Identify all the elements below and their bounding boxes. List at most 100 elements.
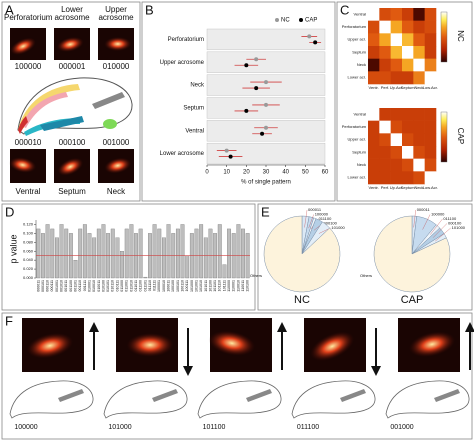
row-label: Septum	[352, 49, 366, 54]
column-label: Neck	[414, 85, 423, 90]
pattern-code: 000001	[59, 62, 86, 71]
x-tick-label: 110100	[246, 280, 250, 292]
column-label: Perf.	[381, 185, 389, 190]
bar	[241, 228, 245, 279]
heatmap-cell	[368, 58, 380, 72]
row-label: Upper acr.	[348, 37, 366, 42]
column-label: Up.Acr.	[390, 85, 403, 90]
x-tick-label: 001111	[83, 280, 87, 291]
slice-label: Others	[250, 273, 262, 278]
bar	[129, 224, 134, 279]
column-label: Septum	[401, 85, 415, 90]
slice-label: 100000	[431, 212, 445, 217]
leader-line	[304, 209, 308, 228]
heatmap-cell	[424, 133, 437, 147]
x-tick-label: 000110	[46, 280, 50, 292]
heatmap-cell	[402, 46, 414, 59]
micrograph-signal	[126, 333, 174, 357]
category-label: Septum	[183, 105, 204, 111]
x-tick-label: 100111	[185, 280, 189, 291]
bar	[120, 251, 124, 279]
x-tick-label: 011111	[153, 280, 157, 291]
micrograph-signal	[310, 331, 355, 361]
column-label: Up.Acr.	[390, 185, 403, 190]
heatmap-title: NC	[456, 30, 465, 42]
heatmap-cell	[379, 8, 391, 21]
slice-label: 011100	[443, 216, 457, 221]
heatmap-cell	[402, 71, 414, 85]
heatmap-cell	[413, 146, 425, 159]
x-tick-label: 110010	[236, 280, 240, 292]
x-tick-label: 20	[243, 170, 250, 176]
category-label: Perforatorium	[168, 37, 204, 43]
bar	[180, 224, 185, 279]
heatmap-cell	[390, 146, 403, 159]
heatmap-title: CAP	[456, 128, 465, 144]
pie-title: CAP	[401, 294, 424, 306]
x-tick-label: 001110	[78, 280, 82, 291]
bar	[185, 255, 190, 279]
row-band	[206, 97, 326, 119]
heatmap-cell	[368, 158, 380, 172]
dot	[260, 131, 265, 136]
colorbar	[440, 111, 448, 163]
sperm-outline	[385, 380, 470, 419]
pattern-code: 100000	[14, 424, 37, 431]
image-label: Ventral	[16, 187, 41, 196]
bar	[82, 224, 87, 279]
arrow-head	[183, 366, 193, 376]
heatmap-cell	[402, 171, 414, 185]
heatmap-cell	[402, 20, 414, 34]
micrograph-signal	[104, 36, 132, 52]
pattern-code: 101000	[108, 424, 131, 431]
pattern-code: 011100	[297, 424, 319, 431]
heatmap-cell	[402, 120, 414, 134]
heatmap-cell	[424, 108, 437, 121]
dot	[313, 40, 318, 45]
image-label: Lower acrosome	[54, 5, 90, 22]
heatmap-cell	[413, 158, 425, 172]
dot	[244, 108, 249, 113]
y-tick-label: 0.040	[23, 257, 34, 262]
heatmap-cell	[379, 158, 391, 172]
heatmap-cell	[413, 120, 425, 134]
bar	[36, 228, 41, 279]
pie-title: NC	[294, 294, 310, 306]
x-tick-label: 011110	[148, 280, 152, 291]
column-label: Neck	[414, 185, 423, 190]
bar	[78, 228, 83, 279]
heatmap-cell	[390, 71, 403, 85]
bar	[45, 224, 50, 279]
row-band	[206, 28, 326, 51]
pie-slice	[263, 215, 341, 293]
heatmap-cell	[424, 71, 437, 85]
gray-bar	[434, 389, 460, 402]
row-band	[206, 120, 326, 142]
x-tick-label: 010101	[106, 280, 110, 292]
bar	[110, 228, 115, 279]
bar	[50, 228, 55, 279]
row-label: Perforatorium	[342, 24, 367, 29]
legend-label: CAP	[305, 18, 317, 24]
x-tick-label: 100011	[167, 280, 171, 292]
slice-label: 000100	[448, 221, 462, 226]
row-label: Septum	[352, 149, 366, 154]
pattern-code: 000100	[59, 138, 86, 147]
slice-label: 101000	[452, 225, 466, 230]
category-label: Neck	[190, 83, 205, 89]
panel-label: F	[5, 313, 13, 328]
heatmap-cell	[402, 33, 414, 47]
x-tick-label: 100110	[180, 280, 184, 292]
heatmap-cell	[390, 46, 403, 59]
heatmap-cell	[368, 33, 380, 47]
heatmap-cell	[413, 108, 425, 121]
dot	[264, 102, 268, 107]
dot	[244, 63, 249, 68]
panel-label: E	[261, 204, 270, 219]
heatmap-cell	[390, 20, 403, 34]
leader-line	[308, 214, 314, 229]
heatmap-cell	[402, 146, 414, 159]
heatmap-cell	[379, 58, 391, 72]
x-tick-label: 101001	[194, 280, 198, 292]
